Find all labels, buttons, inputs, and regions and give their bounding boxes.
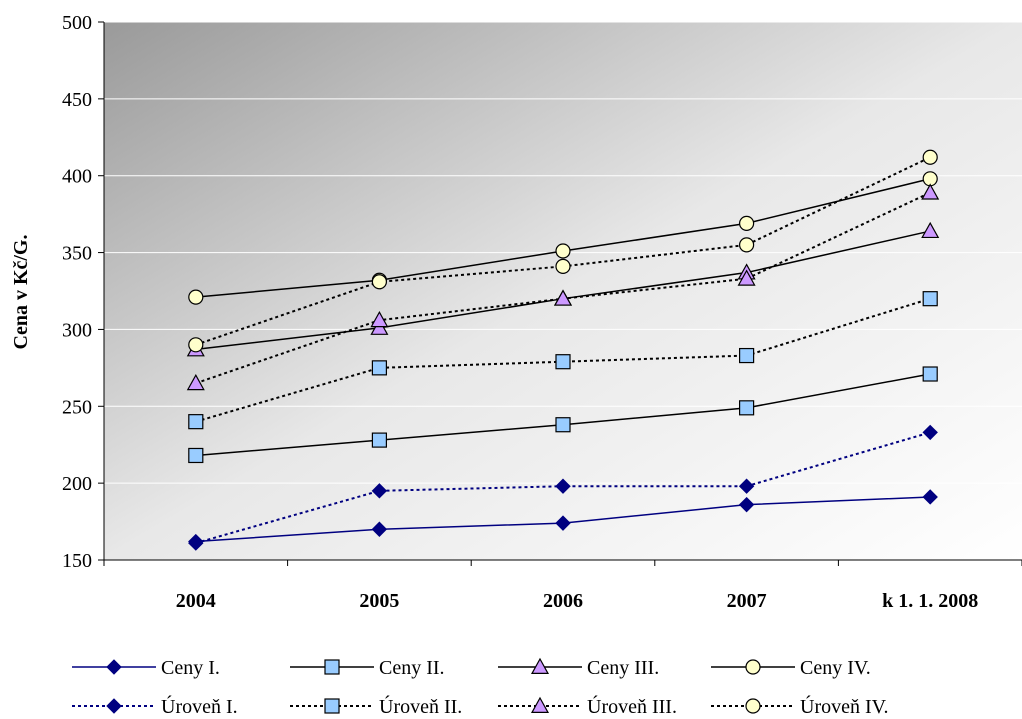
legend: Ceny I. Ceny II. Ceny III. Ceny IV. Úroveň I… xyxy=(72,657,889,718)
data-point xyxy=(188,535,204,551)
data-point xyxy=(371,521,388,537)
data-point xyxy=(922,149,938,165)
legend-marker xyxy=(324,659,340,675)
data-point xyxy=(738,347,755,364)
legend-item-uroven-ii: Úroveň II. xyxy=(290,694,462,718)
legend-item-ceny-iv: Ceny IV. xyxy=(711,657,871,679)
data-point xyxy=(922,489,938,505)
legend-label: Ceny II. xyxy=(379,657,445,679)
y-tick-label: 200 xyxy=(62,473,92,495)
legend-label: Ceny I. xyxy=(161,657,220,679)
series-group xyxy=(186,149,940,551)
legend-label: Úroveň II. xyxy=(379,694,462,718)
series-line xyxy=(195,297,931,423)
legend-marker xyxy=(530,657,550,675)
data-point xyxy=(553,289,573,306)
y-tick-label: 400 xyxy=(62,166,92,188)
data-point xyxy=(922,291,938,307)
x-tick-label: 2006 xyxy=(543,590,583,612)
y-tick-label: 350 xyxy=(62,243,92,265)
data-point xyxy=(922,424,938,441)
y-tick-label: 250 xyxy=(62,396,92,418)
series-uroven-ii xyxy=(188,291,938,430)
legend-item-ceny-ii: Ceny II. xyxy=(290,657,445,679)
y-tick-label: 500 xyxy=(62,12,92,34)
legend-item-uroven-i: Úroveň I. xyxy=(72,694,238,718)
data-point xyxy=(738,478,755,494)
data-point xyxy=(188,337,204,353)
data-point xyxy=(738,400,755,416)
data-point xyxy=(555,478,571,494)
axes xyxy=(98,21,1022,566)
data-point xyxy=(188,289,204,305)
legend-item-ceny-i: Ceny I. xyxy=(72,657,220,679)
y-axis-title: Cena v Kč/G. xyxy=(10,235,32,350)
data-point xyxy=(186,373,205,391)
data-point xyxy=(188,414,204,430)
data-point xyxy=(921,183,940,200)
data-point xyxy=(555,515,571,531)
data-point xyxy=(371,360,387,376)
labels: Cena v Kč/G. 150 200 250 300 350 400 450 500 200… xyxy=(10,12,978,612)
legend-marker xyxy=(106,698,122,714)
series-uroven-i xyxy=(188,424,938,551)
y-tick-label: 150 xyxy=(62,550,92,572)
y-tick-label: 300 xyxy=(62,319,92,341)
series-uroven-iv xyxy=(188,149,938,353)
gridlines xyxy=(104,21,1022,484)
data-point xyxy=(371,483,388,499)
legend-label: Úroveň III. xyxy=(587,694,677,718)
x-tick-label: 2007 xyxy=(727,590,767,612)
data-point xyxy=(738,237,755,253)
data-point xyxy=(371,432,387,448)
series-ceny-ii xyxy=(188,366,938,464)
y-tick-label: 450 xyxy=(62,89,92,111)
series-uroven-iii xyxy=(186,183,940,391)
legend-marker xyxy=(745,698,761,714)
legend-marker xyxy=(745,659,761,675)
legend-marker xyxy=(106,659,122,675)
x-tick-label: 2004 xyxy=(176,590,216,612)
data-point xyxy=(738,496,755,513)
legend-label: Ceny III. xyxy=(587,657,659,679)
legend-label: Úroveň I. xyxy=(161,694,238,718)
legend-item-ceny-iii: Ceny III. xyxy=(498,657,659,679)
legend-marker xyxy=(530,696,550,714)
legend-item-uroven-iii: Úroveň III. xyxy=(498,694,677,718)
data-point xyxy=(555,258,571,275)
data-point xyxy=(738,215,755,231)
legend-item-uroven-iv: Úroveň IV. xyxy=(711,694,889,718)
data-point xyxy=(371,274,387,290)
data-point xyxy=(370,310,389,328)
data-point xyxy=(555,243,571,259)
x-tick-label: 2005 xyxy=(359,590,399,612)
data-point xyxy=(737,269,756,286)
data-point xyxy=(555,417,571,433)
legend-marker xyxy=(324,698,340,714)
data-point xyxy=(555,354,571,370)
data-point xyxy=(921,221,940,239)
x-tick-label: k 1. 1. 2008 xyxy=(882,590,978,612)
legend-label: Úroveň IV. xyxy=(800,694,889,718)
data-point xyxy=(188,447,204,464)
data-point xyxy=(922,366,938,382)
legend-label: Ceny IV. xyxy=(800,657,871,679)
